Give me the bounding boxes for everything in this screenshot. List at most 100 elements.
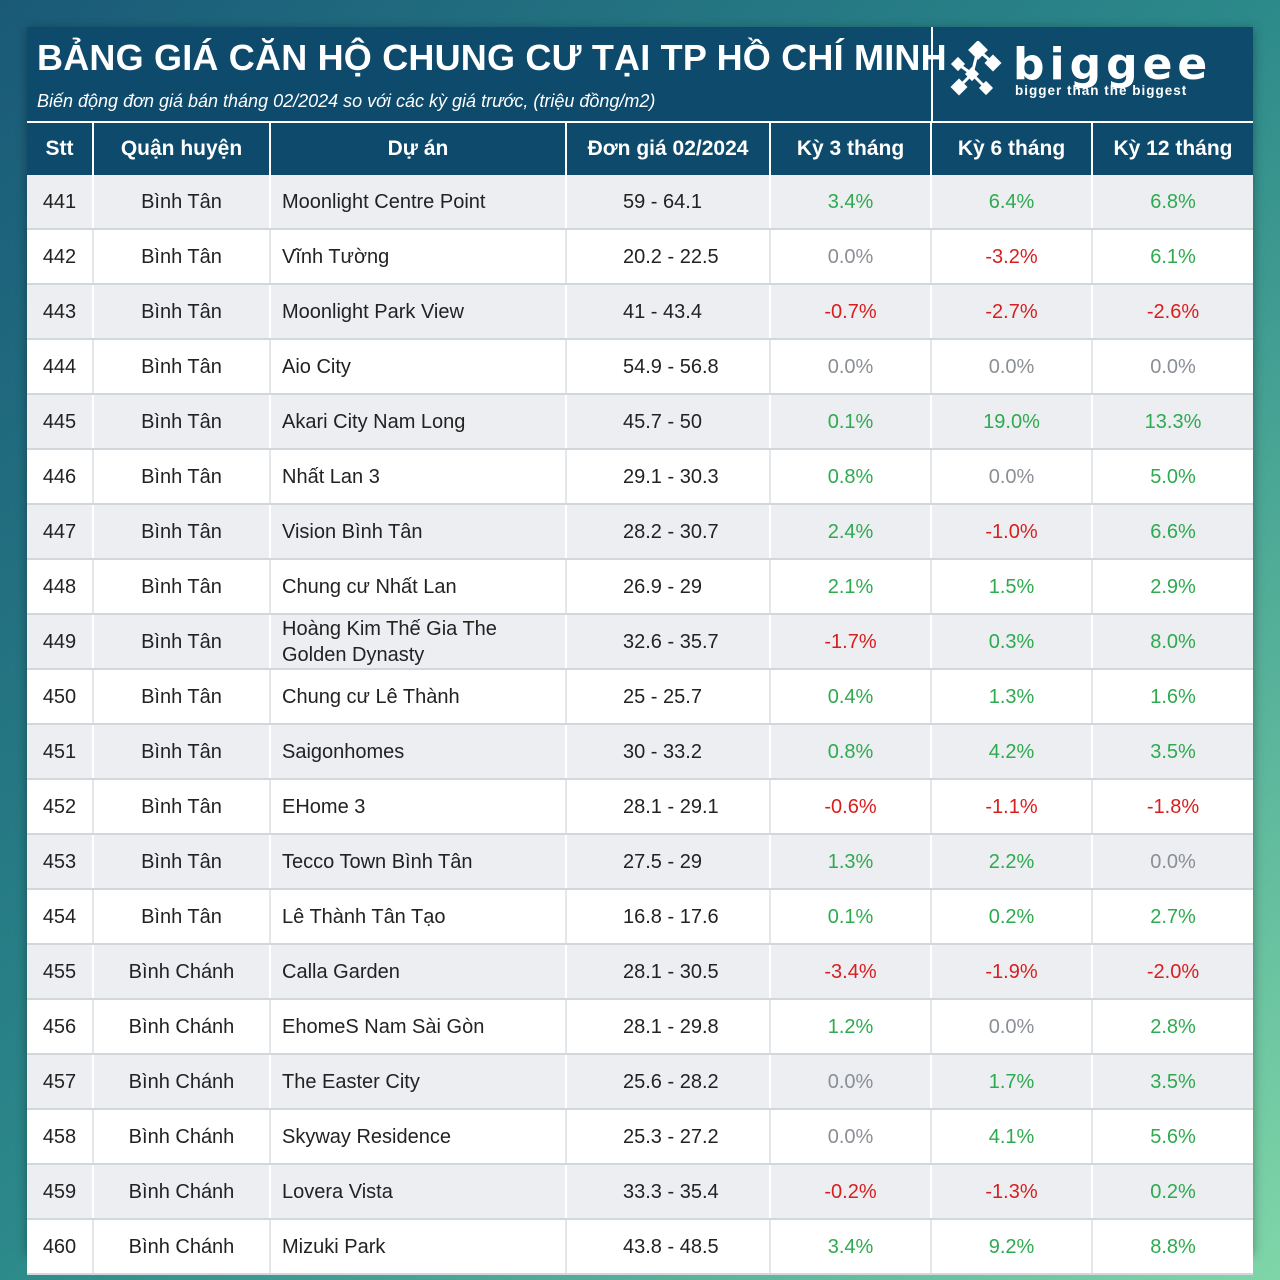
cell-change-3-month: 0.4%	[769, 669, 931, 725]
cell-unit-price: 30 - 33.2	[565, 724, 770, 780]
table-row: 448 Bình Tân Chung cư Nhất Lan 26.9 - 29 2.1…	[27, 559, 1253, 615]
column-header-project: Dự án	[269, 121, 566, 175]
cell-district: Bình Tân	[92, 449, 270, 505]
cell-change-12-month: 2.8%	[1091, 999, 1253, 1055]
cell-district: Bình Chánh	[92, 1219, 270, 1275]
cell-unit-price: 20.2 - 22.5	[565, 229, 770, 285]
cell-district: Bình Chánh	[92, 944, 270, 1000]
cell-change-3-month: 0.0%	[769, 229, 931, 285]
table-header-row: Stt Quận huyện Dự án Đơn giá 02/2024 Kỳ …	[27, 121, 1253, 175]
cell-stt: 449	[27, 614, 93, 670]
cell-unit-price: 32.6 - 35.7	[565, 614, 770, 670]
table-row: 449 Bình Tân Hoàng Kim Thế Gia The Golden …	[27, 614, 1253, 670]
cell-project: Lovera Vista	[269, 1164, 566, 1220]
cell-district: Bình Chánh	[92, 1164, 270, 1220]
biggee-logo-icon	[950, 41, 1002, 96]
cell-change-3-month: 2.4%	[769, 504, 931, 560]
cell-project: Calla Garden	[269, 944, 566, 1000]
cell-unit-price: 25.6 - 28.2	[565, 1054, 770, 1110]
table-row: 450 Bình Tân Chung cư Lê Thành 25 - 25.7 0.4…	[27, 669, 1253, 725]
cell-change-3-month: 0.1%	[769, 394, 931, 450]
cell-unit-price: 28.1 - 29.8	[565, 999, 770, 1055]
cell-change-6-month: 19.0%	[930, 394, 1092, 450]
cell-change-3-month: 3.4%	[769, 175, 931, 230]
cell-change-6-month: -1.9%	[930, 944, 1092, 1000]
cell-district: Bình Chánh	[92, 1054, 270, 1110]
cell-change-12-month: 8.8%	[1091, 1219, 1253, 1275]
table-row: 447 Bình Tân Vision Bình Tân 28.2 - 30.7 2.4…	[27, 504, 1253, 560]
cell-change-12-month: 6.6%	[1091, 504, 1253, 560]
price-table-card: BẢNG GIÁ CĂN HỘ CHUNG CƯ TẠI TP HỒ CHÍ M…	[27, 27, 1253, 1275]
table-row: 442 Bình Tân Vĩnh Tường 20.2 - 22.5 0.0% -3.2…	[27, 229, 1253, 285]
cell-change-12-month: -2.6%	[1091, 284, 1253, 340]
cell-change-6-month: 4.2%	[930, 724, 1092, 780]
cell-unit-price: 33.3 - 35.4	[565, 1164, 770, 1220]
cell-change-6-month: 1.7%	[930, 1054, 1092, 1110]
cell-change-6-month: 0.3%	[930, 614, 1092, 670]
cell-stt: 459	[27, 1164, 93, 1220]
cell-change-12-month: 1.6%	[1091, 669, 1253, 725]
cell-unit-price: 27.5 - 29	[565, 834, 770, 890]
cell-change-12-month: -1.8%	[1091, 779, 1253, 835]
cell-change-6-month: 6.4%	[930, 175, 1092, 230]
cell-unit-price: 41 - 43.4	[565, 284, 770, 340]
cell-change-12-month: 6.8%	[1091, 175, 1253, 230]
cell-change-3-month: 2.1%	[769, 559, 931, 615]
cell-change-12-month: 0.0%	[1091, 834, 1253, 890]
cell-project: Hoàng Kim Thế Gia The Golden Dynasty	[269, 614, 566, 670]
cell-unit-price: 43.8 - 48.5	[565, 1219, 770, 1275]
cell-project: Moonlight Park View	[269, 284, 566, 340]
cell-stt: 443	[27, 284, 93, 340]
cell-change-6-month: -2.7%	[930, 284, 1092, 340]
table-row: 444 Bình Tân Aio City 54.9 - 56.8 0.0% 0.0% 0.…	[27, 339, 1253, 395]
cell-stt: 448	[27, 559, 93, 615]
cell-project: EhomeS Nam Sài Gòn	[269, 999, 566, 1055]
cell-change-12-month: 2.9%	[1091, 559, 1253, 615]
cell-project: Lê Thành Tân Tạo	[269, 889, 566, 945]
cell-project: Chung cư Lê Thành	[269, 669, 566, 725]
cell-unit-price: 26.9 - 29	[565, 559, 770, 615]
cell-district: Bình Tân	[92, 834, 270, 890]
cell-stt: 453	[27, 834, 93, 890]
cell-change-12-month: 8.0%	[1091, 614, 1253, 670]
table-row: 456 Bình Chánh EhomeS Nam Sài Gòn 28.1 - 29…	[27, 999, 1253, 1055]
cell-stt: 442	[27, 229, 93, 285]
column-header-unit-price: Đơn giá 02/2024	[565, 121, 770, 175]
cell-change-3-month: 0.0%	[769, 1054, 931, 1110]
cell-change-6-month: 1.3%	[930, 669, 1092, 725]
brand-tagline: bigger than the biggest	[1015, 83, 1188, 98]
table-row: 446 Bình Tân Nhất Lan 3 29.1 - 30.3 0.8% 0.0%…	[27, 449, 1253, 505]
cell-change-12-month: 3.5%	[1091, 1054, 1253, 1110]
cell-change-3-month: -0.2%	[769, 1164, 931, 1220]
column-header-3-month: Kỳ 3 tháng	[769, 121, 931, 175]
cell-change-6-month: 0.2%	[930, 889, 1092, 945]
cell-stt: 454	[27, 889, 93, 945]
cell-unit-price: 29.1 - 30.3	[565, 449, 770, 505]
table-row: 454 Bình Tân Lê Thành Tân Tạo 16.8 - 17.6 0.…	[27, 889, 1253, 945]
price-table: Stt Quận huyện Dự án Đơn giá 02/2024 Kỳ …	[27, 121, 1253, 1275]
cell-change-3-month: -0.7%	[769, 284, 931, 340]
cell-change-3-month: 0.0%	[769, 1109, 931, 1165]
cell-change-12-month: 13.3%	[1091, 394, 1253, 450]
cell-district: Bình Tân	[92, 559, 270, 615]
cell-project: Mizuki Park	[269, 1219, 566, 1275]
cell-change-12-month: 6.1%	[1091, 229, 1253, 285]
cell-project: The Easter City	[269, 1054, 566, 1110]
cell-unit-price: 25 - 25.7	[565, 669, 770, 725]
cell-stt: 455	[27, 944, 93, 1000]
cell-change-12-month: -2.0%	[1091, 944, 1253, 1000]
cell-stt: 451	[27, 724, 93, 780]
cell-project: Saigonhomes	[269, 724, 566, 780]
cell-stt: 445	[27, 394, 93, 450]
cell-stt: 450	[27, 669, 93, 725]
cell-change-12-month: 2.7%	[1091, 889, 1253, 945]
cell-change-6-month: -1.0%	[930, 504, 1092, 560]
cell-change-6-month: -1.3%	[930, 1164, 1092, 1220]
cell-project: Tecco Town Bình Tân	[269, 834, 566, 890]
cell-change-3-month: -1.7%	[769, 614, 931, 670]
table-body: 441 Bình Tân Moonlight Centre Point 59 - 64…	[27, 175, 1253, 1275]
cell-change-6-month: 0.0%	[930, 999, 1092, 1055]
cell-change-6-month: 4.1%	[930, 1109, 1092, 1165]
cell-district: Bình Chánh	[92, 1109, 270, 1165]
cell-change-3-month: 3.4%	[769, 1219, 931, 1275]
